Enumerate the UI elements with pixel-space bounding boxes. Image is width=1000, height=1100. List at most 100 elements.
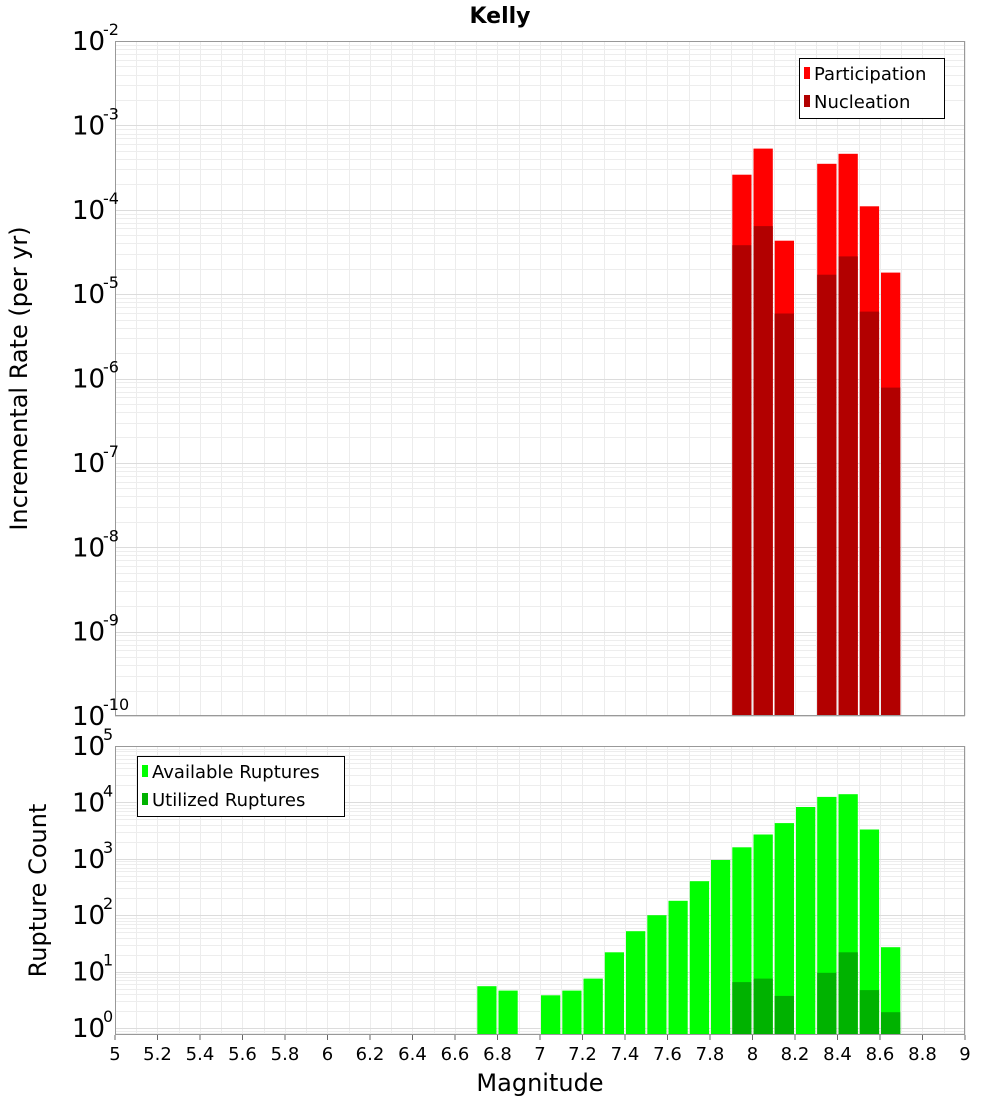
y-tick-exponent: -8 [103,526,119,545]
x-tick-label: 6 [322,1044,333,1065]
available-ruptures-bar [689,881,710,1035]
y-tick-label: 10-9 [72,611,119,648]
x-tick-label: 8 [747,1044,758,1065]
utilized-ruptures-bar [859,990,880,1035]
x-tick-label: 5 [109,1044,120,1065]
x-tick-labels: 5 5.2 5.4 5.6 5.8 6 6.2 6.4 6.6 6.8 7 7.2 7.4 7.6 7.8 8… [109,1035,971,1065]
nucleation-bar [859,311,880,716]
y-tick-exponent: 3 [103,838,113,857]
y-tick-base: 10 [72,901,105,931]
y-tick-base: 10 [72,196,105,226]
x-tick-label: 8.8 [908,1044,937,1065]
y-tick-label: 101 [72,951,113,988]
y-tick-label: 105 [72,725,113,762]
y-tick-exponent: -10 [103,695,129,714]
y-tick-label: 10-7 [72,442,119,479]
rate-bars [732,148,901,717]
utilized-ruptures-bar [838,952,858,1035]
y-tick-exponent: -3 [103,104,119,123]
y-tick-base: 10 [72,702,105,732]
available-ruptures-bar [562,990,582,1035]
y-tick-label: 103 [72,838,113,875]
x-axis-label: Magnitude [476,1069,603,1097]
rate-gridlines [115,41,966,717]
y-tick-base: 10 [72,449,105,479]
y-tick-exponent: 2 [103,894,113,913]
chart-title: Kelly [469,4,530,29]
x-tick-label: 5.6 [228,1044,257,1065]
utilized-ruptures-bar [881,1012,901,1035]
x-tick-label: 7.4 [611,1044,640,1065]
legend-swatch [142,793,148,805]
nucleation-bar [753,226,773,716]
count-bars [477,794,901,1035]
y-tick-exponent: -4 [103,189,119,208]
y-tick-label: 102 [72,894,113,931]
legend-swatch [804,67,810,79]
x-tick-label: 8.4 [823,1044,852,1065]
y-tick-base: 10 [72,1014,105,1044]
available-ruptures-bar [796,807,816,1035]
utilized-ruptures-bar [817,972,837,1035]
y-tick-base: 10 [72,27,105,57]
y-tick-base: 10 [72,958,105,988]
y-tick-label: 10-2 [72,20,119,57]
y-tick-label: 10-5 [72,273,119,310]
y-tick-base: 10 [72,365,105,395]
y-tick-exponent: -5 [103,273,119,292]
x-tick-label: 8.2 [781,1044,810,1065]
x-tick-label: 6.8 [483,1044,512,1065]
y-tick-exponent: -7 [103,442,119,461]
x-tick-label: 5.8 [271,1044,300,1065]
x-tick-label: 8.6 [866,1044,895,1065]
available-ruptures-bar [583,978,603,1035]
x-tick-label: 7.2 [568,1044,597,1065]
available-ruptures-bar [626,931,646,1035]
y-tick-exponent: 5 [103,725,113,744]
y-tick-exponent: 0 [103,1007,113,1026]
y-tick-label: 104 [72,781,113,818]
available-ruptures-bar [604,952,624,1035]
legend-label: Utilized Ruptures [152,790,305,811]
y-tick-base: 10 [72,618,105,648]
y-tick-label: 10-8 [72,526,119,563]
x-tick-label: 9 [959,1044,970,1065]
count-plot-frame [115,746,965,1035]
y-tick-base: 10 [72,845,105,875]
y-tick-label: 10-4 [72,189,119,226]
nucleation-bar [774,313,794,716]
x-tick-label: 5.2 [143,1044,172,1065]
x-tick-label: 5.4 [186,1044,215,1065]
available-ruptures-bar [711,860,731,1035]
nucleation-bar [732,245,752,716]
y-tick-exponent: 4 [103,781,113,800]
y-tick-label: 10-10 [72,695,129,732]
nucleation-bar [838,256,858,716]
legend-box [137,756,345,817]
nucleation-bar [881,387,901,716]
y-tick-exponent: 1 [103,951,113,970]
count-legend: Available Ruptures Utilized Ruptures [137,756,345,817]
available-ruptures-bar [859,829,880,1035]
count-y-axis-label: Rupture Count [24,804,52,978]
y-tick-base: 10 [72,111,105,141]
x-tick-label: 6.2 [356,1044,385,1065]
utilized-ruptures-bar [774,995,794,1035]
y-tick-label: 10-3 [72,104,119,141]
utilized-ruptures-bar [732,982,752,1035]
rate-y-axis-label: Incremental Rate (per yr) [5,226,33,530]
x-tick-label: 6.6 [441,1044,470,1065]
x-tick-label: 6.4 [398,1044,427,1065]
available-ruptures-bar [647,915,667,1035]
x-tick-label: 7 [534,1044,545,1065]
y-tick-base: 10 [72,533,105,563]
nucleation-bar [817,274,837,716]
available-ruptures-bar [498,990,518,1035]
available-ruptures-bar [477,986,497,1035]
x-tick-label: 7.8 [696,1044,725,1065]
